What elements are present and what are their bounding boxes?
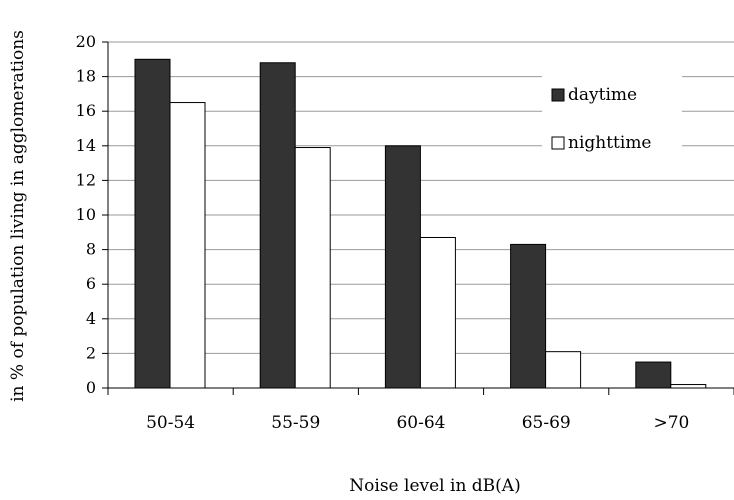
y-tick-label: 0 <box>86 378 96 397</box>
y-tick-label: 20 <box>76 32 96 51</box>
x-axis-title: Noise level in dB(A) <box>349 476 520 496</box>
y-tick-label: 2 <box>86 343 96 362</box>
x-tick-labels: 50-54 55-59 60-64 65-69 >70 <box>146 413 689 433</box>
bar-daytime-0 <box>134 58 171 389</box>
x-tick-label: 60-64 <box>396 413 445 433</box>
axes <box>102 41 734 395</box>
bar-daytime-2 <box>384 145 421 389</box>
bar-nighttime-1 <box>294 147 331 389</box>
y-tick-label: 16 <box>76 101 96 120</box>
legend-swatch-nighttime <box>551 136 565 150</box>
legend-label-daytime: daytime <box>568 85 637 105</box>
y-tick-label: 6 <box>86 274 96 293</box>
x-tick-label: >70 <box>653 413 689 433</box>
y-tick-label: 14 <box>76 136 96 155</box>
legend-background <box>542 76 682 156</box>
x-tick-label: 65-69 <box>522 413 571 433</box>
y-tick-labels: 0 2 4 6 8 10 12 14 16 18 20 <box>76 32 96 397</box>
x-tick-label: 55-59 <box>271 413 320 433</box>
bar-daytime-3 <box>510 243 547 389</box>
y-tick-label: 4 <box>86 309 96 328</box>
gridlines <box>108 41 734 354</box>
legend-swatch-daytime <box>551 88 565 102</box>
y-tick-label: 10 <box>76 205 96 224</box>
y-tick-label: 18 <box>76 67 96 86</box>
legend: daytime nighttime <box>542 76 682 156</box>
bar-nighttime-4 <box>670 384 707 389</box>
y-tick-label: 12 <box>76 170 96 189</box>
bar-daytime-1 <box>259 62 296 389</box>
bar-nighttime-2 <box>419 236 456 389</box>
y-tick-label: 8 <box>86 240 96 259</box>
legend-label-nighttime: nighttime <box>568 133 652 153</box>
y-axis-title: in % of population living in agglomerati… <box>8 30 28 402</box>
bar-daytime-4 <box>635 361 672 389</box>
bar-nighttime-0 <box>169 102 206 389</box>
bar-nighttime-3 <box>545 351 582 389</box>
x-tick-label: 50-54 <box>146 413 195 433</box>
